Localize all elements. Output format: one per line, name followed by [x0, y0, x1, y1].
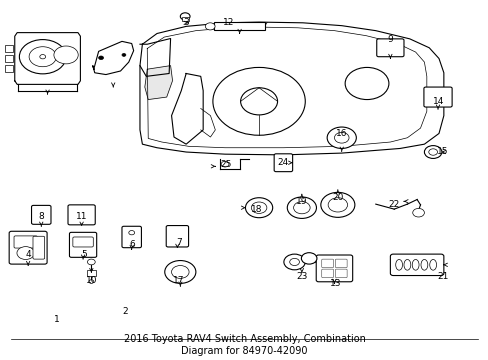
Circle shape: [326, 127, 356, 148]
Circle shape: [54, 46, 78, 64]
Circle shape: [17, 247, 34, 260]
Circle shape: [221, 161, 228, 167]
FancyBboxPatch shape: [122, 226, 141, 248]
Text: 1: 1: [54, 315, 60, 324]
Circle shape: [180, 13, 190, 20]
Circle shape: [29, 47, 56, 67]
Circle shape: [89, 280, 94, 283]
Text: 2016 Toyota RAV4 Switch Assembly, Combination
Diagram for 84970-42090: 2016 Toyota RAV4 Switch Assembly, Combin…: [123, 334, 365, 356]
FancyBboxPatch shape: [9, 231, 47, 264]
Circle shape: [251, 202, 266, 213]
Text: 6: 6: [129, 240, 135, 249]
Text: 9: 9: [386, 35, 392, 44]
Ellipse shape: [411, 260, 418, 270]
Circle shape: [171, 266, 189, 278]
Text: 2: 2: [122, 307, 128, 316]
Circle shape: [327, 198, 347, 212]
FancyBboxPatch shape: [31, 206, 51, 224]
Circle shape: [293, 202, 309, 214]
Circle shape: [87, 259, 95, 265]
FancyBboxPatch shape: [321, 269, 333, 278]
Text: 23: 23: [296, 273, 307, 282]
Text: 4: 4: [25, 250, 31, 259]
Circle shape: [122, 54, 125, 57]
FancyBboxPatch shape: [14, 236, 37, 248]
Text: 17: 17: [173, 276, 184, 285]
Text: 5: 5: [81, 250, 87, 259]
Circle shape: [428, 149, 437, 155]
Circle shape: [240, 88, 277, 115]
Ellipse shape: [429, 260, 436, 270]
Circle shape: [40, 55, 45, 59]
Text: 8: 8: [38, 212, 44, 221]
FancyBboxPatch shape: [33, 236, 44, 259]
FancyBboxPatch shape: [316, 255, 352, 282]
Text: 12: 12: [223, 18, 234, 27]
Circle shape: [287, 197, 316, 219]
Text: 7: 7: [176, 238, 182, 247]
Circle shape: [412, 208, 424, 217]
Bar: [214, 22, 264, 30]
Text: 13: 13: [329, 279, 341, 288]
Circle shape: [345, 67, 388, 100]
FancyBboxPatch shape: [68, 205, 95, 225]
FancyBboxPatch shape: [73, 237, 93, 247]
Polygon shape: [144, 66, 172, 100]
Circle shape: [20, 40, 66, 74]
Polygon shape: [140, 22, 443, 155]
FancyBboxPatch shape: [335, 269, 346, 278]
FancyBboxPatch shape: [423, 87, 451, 107]
Text: 18: 18: [250, 204, 262, 213]
Text: 25: 25: [220, 160, 231, 169]
Circle shape: [99, 56, 103, 59]
FancyBboxPatch shape: [389, 254, 443, 275]
Text: 15: 15: [436, 147, 447, 156]
Text: 3: 3: [183, 18, 189, 27]
Bar: [87, 270, 96, 275]
Ellipse shape: [403, 260, 410, 270]
Circle shape: [205, 23, 215, 30]
Circle shape: [128, 230, 134, 235]
Text: 14: 14: [432, 97, 444, 106]
Bar: [4, 45, 13, 53]
Text: 10: 10: [85, 276, 97, 285]
Circle shape: [320, 192, 354, 217]
Text: 22: 22: [388, 200, 399, 209]
Circle shape: [245, 198, 272, 218]
Bar: [4, 55, 13, 62]
Text: 19: 19: [296, 197, 307, 206]
Bar: [182, 17, 188, 21]
Text: 11: 11: [76, 212, 87, 221]
FancyBboxPatch shape: [69, 232, 97, 257]
Circle shape: [212, 67, 305, 135]
FancyBboxPatch shape: [274, 154, 292, 172]
Circle shape: [289, 258, 299, 266]
Polygon shape: [93, 41, 133, 75]
FancyBboxPatch shape: [166, 226, 188, 247]
Ellipse shape: [395, 260, 402, 270]
Text: 21: 21: [436, 273, 447, 282]
Circle shape: [334, 132, 348, 143]
Text: 16: 16: [335, 129, 347, 138]
Circle shape: [284, 254, 305, 270]
Text: 24: 24: [277, 158, 288, 167]
FancyBboxPatch shape: [321, 259, 333, 268]
Text: 20: 20: [331, 193, 343, 202]
Bar: [4, 64, 13, 72]
Circle shape: [301, 253, 316, 264]
Polygon shape: [15, 33, 80, 84]
FancyBboxPatch shape: [376, 39, 403, 57]
FancyBboxPatch shape: [335, 259, 346, 268]
Circle shape: [164, 261, 196, 283]
Ellipse shape: [420, 260, 427, 270]
Circle shape: [424, 145, 441, 158]
